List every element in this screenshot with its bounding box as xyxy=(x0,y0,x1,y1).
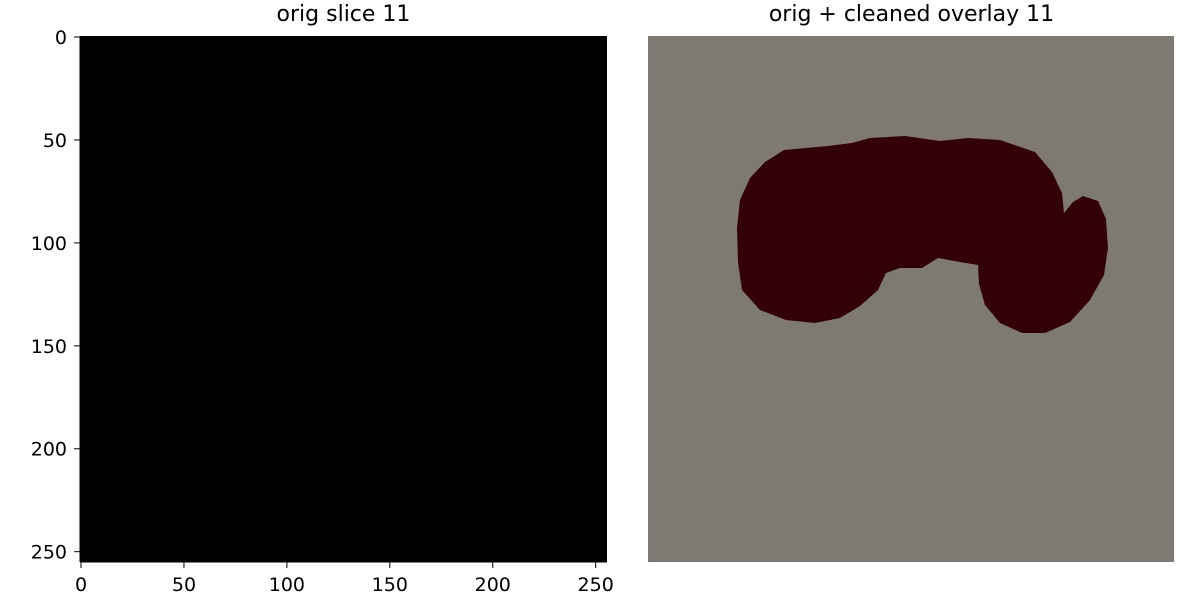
orig-slice-image xyxy=(80,36,607,562)
y-tick-label: 0 xyxy=(55,27,67,49)
x-tick-label: 100 xyxy=(269,574,305,596)
x-tick-label: 250 xyxy=(578,574,614,596)
y-tick-label: 200 xyxy=(31,439,67,461)
x-tick-label: 0 xyxy=(75,574,87,596)
y-tick-label: 150 xyxy=(31,336,67,358)
x-axis-ticks: 0 50 100 150 200 250 xyxy=(75,562,614,596)
x-tick-label: 50 xyxy=(172,574,196,596)
y-axis-ticks: 0 50 100 150 200 250 xyxy=(31,27,80,564)
cleaned-mask-overlay xyxy=(737,136,1108,333)
x-tick-label: 200 xyxy=(475,574,511,596)
left-panel-title: orig slice 11 xyxy=(276,2,411,27)
y-tick-label: 100 xyxy=(31,233,67,255)
y-tick-label: 50 xyxy=(43,130,67,152)
overlay-image-background xyxy=(648,36,1174,562)
x-tick-label: 150 xyxy=(372,574,408,596)
right-panel-title: orig + cleaned overlay 11 xyxy=(768,2,1055,27)
y-tick-label: 250 xyxy=(31,542,67,564)
left-axes-frame xyxy=(79,36,607,563)
